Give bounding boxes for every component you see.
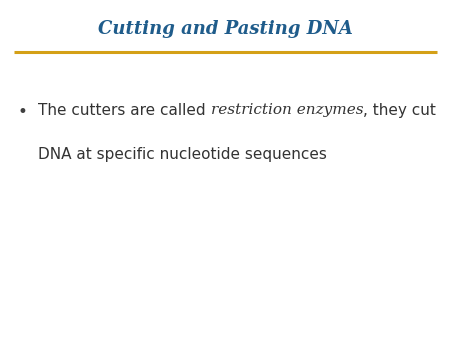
Text: restriction enzymes: restriction enzymes xyxy=(211,103,364,117)
Text: , they cut: , they cut xyxy=(364,103,436,118)
Text: •: • xyxy=(18,103,28,121)
Text: Cutting and Pasting DNA: Cutting and Pasting DNA xyxy=(98,20,352,38)
Text: The cutters are called: The cutters are called xyxy=(38,103,211,118)
Text: DNA at specific nucleotide sequences: DNA at specific nucleotide sequences xyxy=(38,147,327,162)
